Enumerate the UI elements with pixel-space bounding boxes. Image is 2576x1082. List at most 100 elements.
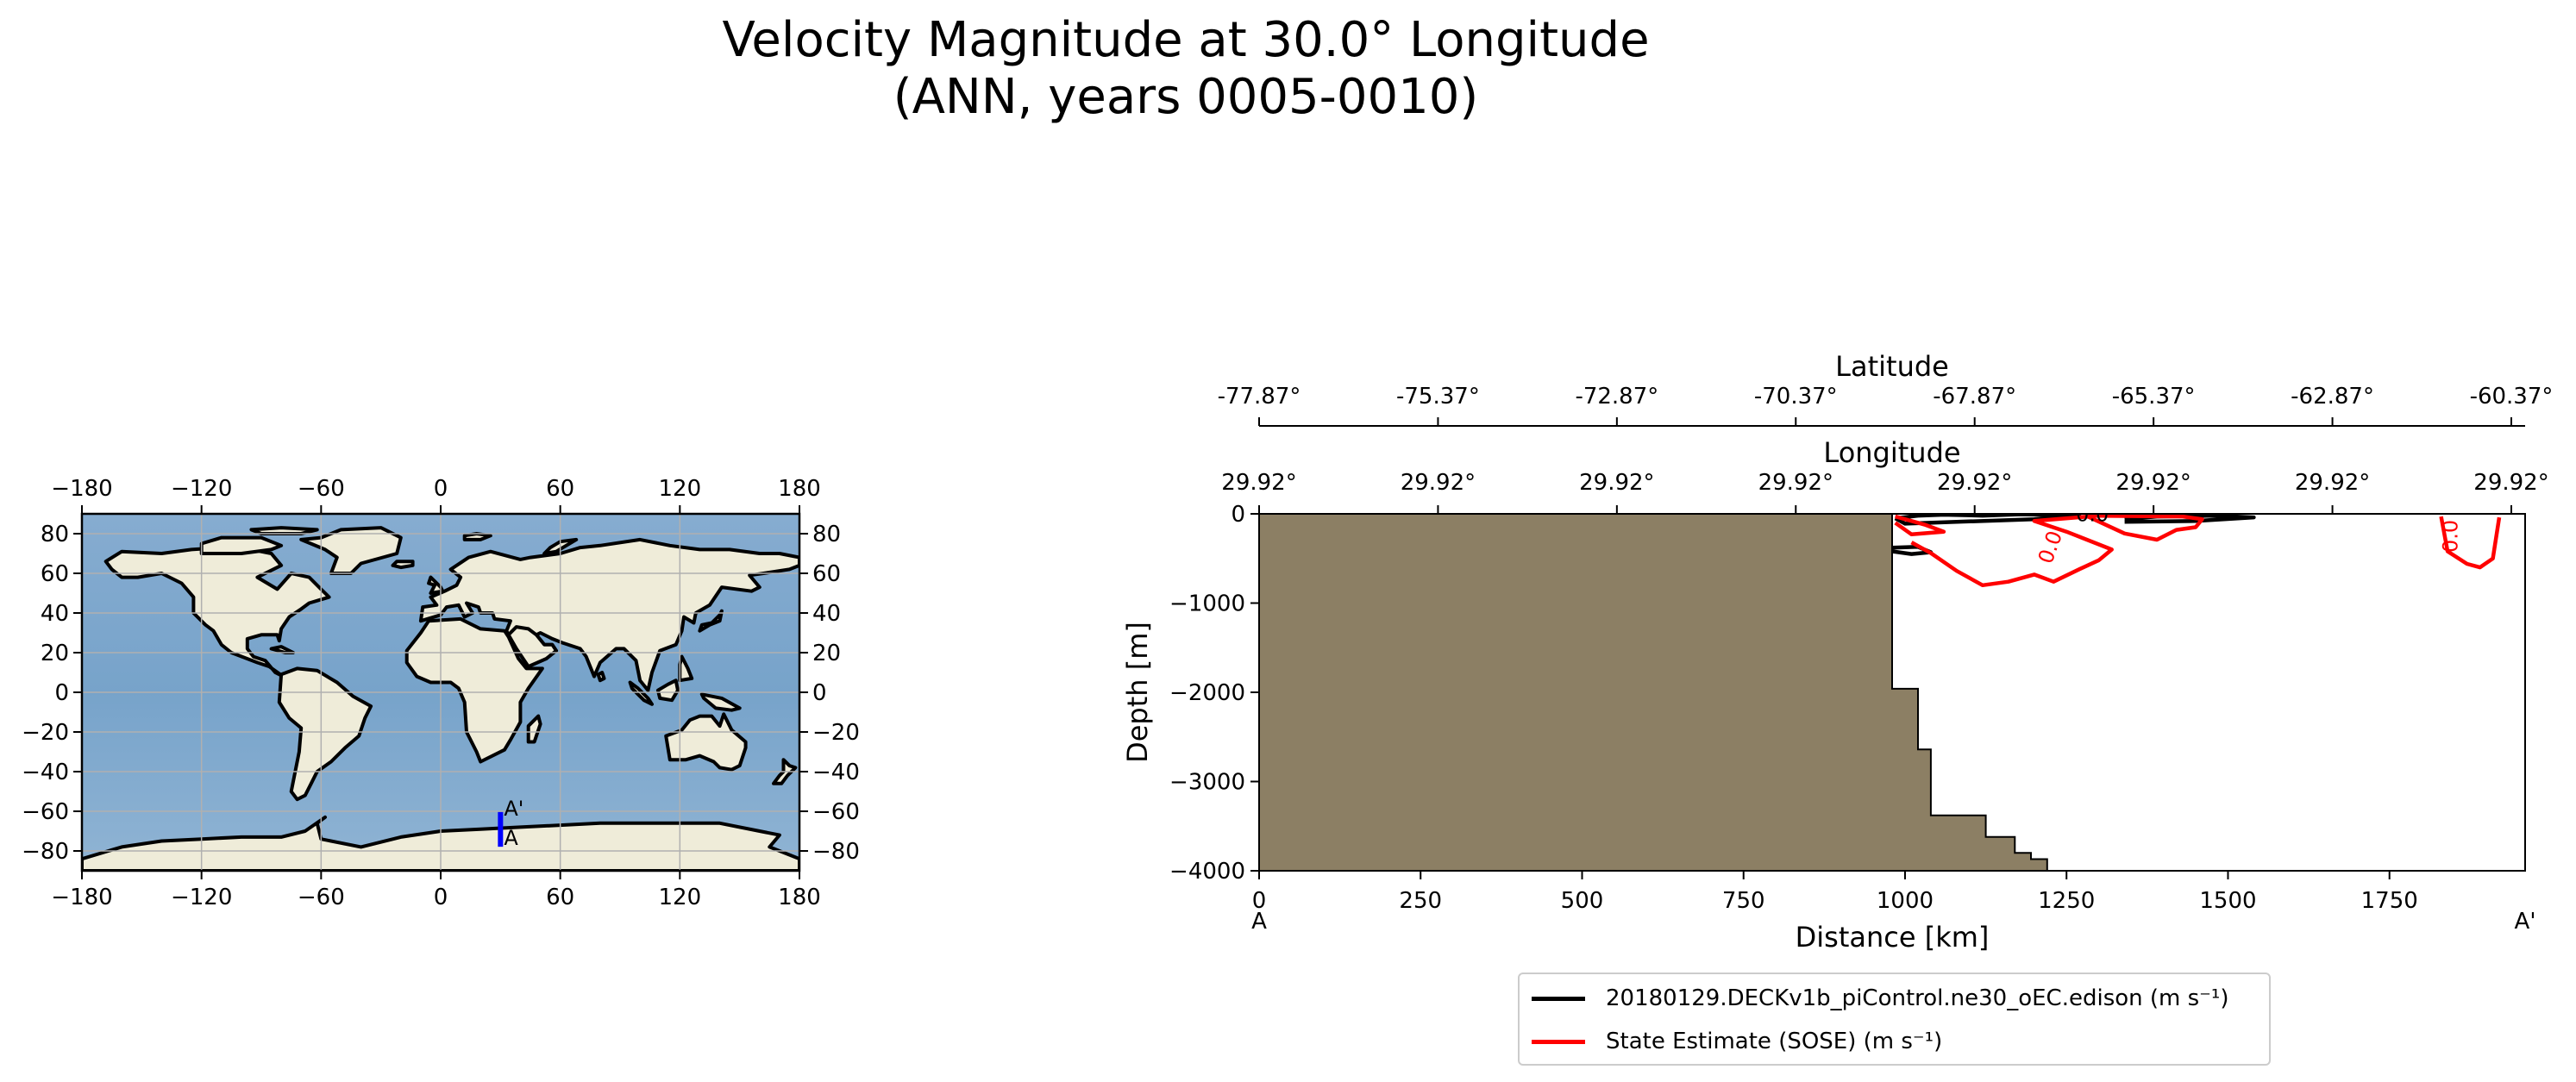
landmass-new-guinea <box>699 692 742 712</box>
y-tick-label: −2000 <box>1169 680 1245 706</box>
latitude-tick-label: -70.37° <box>1754 384 1838 410</box>
x-tick-label: 500 <box>1561 888 1604 914</box>
longitude-tick-label: 29.92° <box>1221 470 1296 496</box>
section-ticks: 0 250 500 750 1000 1250 1500 1750 0 −1000 −2000 −30… <box>1169 502 2418 914</box>
x-tick-label: 1500 <box>2199 888 2256 914</box>
y-axis-label: Depth [m] <box>1121 622 1154 763</box>
landmass-iceland <box>391 560 415 570</box>
contour-series-1-2 <box>2084 514 2204 542</box>
x-tick-label: 0 <box>1252 888 1267 914</box>
contour-label-sose-east: 0.0 <box>2438 520 2462 553</box>
figure-title: Velocity Magnitude at 30.0° Longitude (A… <box>0 12 2372 126</box>
map-tick-label-bottom: 120 <box>659 885 702 910</box>
map-tick-label-left: −60 <box>22 799 69 825</box>
contour-series-1-0 <box>1894 514 1946 537</box>
contour-series-0-0 <box>1894 514 2082 526</box>
x-axis-label: Distance [km] <box>1796 921 1990 954</box>
map-tick-label-bottom: −60 <box>298 885 345 910</box>
map-tick-label-right: −80 <box>812 839 860 865</box>
world-map-panel: A' A −180 −180 −120 −120 −60 −60 0 0 60 60 120 120 18… <box>22 476 860 910</box>
map-tick-label-left: −20 <box>22 720 69 746</box>
landmass-greenland <box>299 526 403 575</box>
latitude-tick-label: -65.37° <box>2112 384 2196 410</box>
map-tick-label-left: 80 <box>41 522 69 547</box>
x-tick-label: 1250 <box>2038 888 2095 914</box>
landmass-svalbard <box>462 532 492 541</box>
map-tick-label-top: 120 <box>659 476 702 502</box>
latitude-tick-label: -60.37° <box>2470 384 2554 410</box>
landmass-north-america <box>103 546 331 679</box>
legend-label-sose: State Estimate (SOSE) (m s⁻¹) <box>1606 1029 1943 1054</box>
map-tick-label-bottom: −120 <box>171 885 232 910</box>
map-tick-label-bottom: −180 <box>51 885 112 910</box>
map-tick-label-top: −180 <box>51 476 112 502</box>
latitude-tick-label: -62.87° <box>2291 384 2374 410</box>
y-tick-label: 0 <box>1231 502 1245 528</box>
landmass-uk <box>427 575 445 595</box>
legend-swatch-model <box>1532 996 1585 1001</box>
map-ticks: −180 −180 −120 −120 −60 −60 0 0 60 60 120 120 180 180… <box>22 476 860 910</box>
section-panel: 0.00.0 0.0 0 250 500 750 1000 1250 1500 17500−10… <box>1121 350 2553 954</box>
transect-label-start: A <box>504 826 518 850</box>
map-tick-label-bottom: 60 <box>546 885 574 910</box>
landmass-sri-lanka <box>596 671 606 683</box>
figure-title-line-2: (ANN, years 0005-0010) <box>893 69 1479 125</box>
legend-swatch-sose <box>1532 1039 1585 1044</box>
map-tick-label-right: 40 <box>812 601 841 627</box>
longitude-tick-label: 29.92° <box>1401 470 1476 496</box>
bathymetry-fill <box>1259 514 2048 871</box>
map-tick-label-left: 40 <box>41 601 69 627</box>
longitude-tick-label: 29.92° <box>1758 470 1833 496</box>
longitude-axis-label: Longitude <box>1823 436 1960 469</box>
landmass-ellesmere <box>249 526 319 535</box>
map-tick-label-top: −60 <box>298 476 345 502</box>
map-tick-label-top: −120 <box>171 476 232 502</box>
latitude-tick-label: -77.87° <box>1218 384 1301 410</box>
x-tick-label: 1000 <box>1877 888 1934 914</box>
legend-item-model: 20180129.DECKv1b_piControl.ne30_oEC.edis… <box>1532 979 2228 1017</box>
contour-series-1-3 <box>2439 516 2502 570</box>
map-tick-label-top: 180 <box>778 476 821 502</box>
contour-series-1-1 <box>1910 514 2151 588</box>
landmass-sumatra <box>628 680 654 706</box>
map-tick-label-top: 0 <box>434 476 448 502</box>
landmass-europe-asia <box>418 537 799 692</box>
velocity-contours: 0.00.0 0.0 <box>1891 502 2502 588</box>
map-landmasses <box>82 526 799 871</box>
x-tick-label: 250 <box>1399 888 1442 914</box>
y-tick-label: −1000 <box>1169 591 1245 617</box>
top-axes-ticks: 29.92° -77.87° 29.92° -75.37° 29.92° -72.87° 2… <box>1218 384 2554 514</box>
y-tick-label: −3000 <box>1169 770 1245 796</box>
map-tick-label-left: 60 <box>41 561 69 587</box>
map-tick-label-right: 20 <box>812 641 841 666</box>
map-gridlines <box>82 514 799 871</box>
map-tick-label-right: −60 <box>812 799 860 825</box>
latitude-tick-label: -75.37° <box>1396 384 1480 410</box>
x-tick-label: 1750 <box>2361 888 2418 914</box>
map-transect-line: A' A <box>498 797 523 850</box>
end-label-end: A' <box>2515 909 2536 935</box>
map-tick-label-right: 0 <box>812 680 827 706</box>
longitude-tick-label: 29.92° <box>1937 470 2012 496</box>
longitude-tick-label: 29.92° <box>2295 470 2370 496</box>
y-tick-label: −4000 <box>1169 859 1245 885</box>
latitude-tick-label: -72.87° <box>1575 384 1658 410</box>
map-tick-label-right: 80 <box>812 522 841 547</box>
map-tick-label-left: −40 <box>22 760 69 785</box>
latitude-tick-label: -67.87° <box>1933 384 2016 410</box>
map-tick-label-top: 60 <box>546 476 574 502</box>
map-tick-label-bottom: 180 <box>778 885 821 910</box>
map-tick-label-right: −20 <box>812 720 860 746</box>
legend: 20180129.DECKv1b_piControl.ne30_oEC.edis… <box>1518 973 2271 1066</box>
map-tick-label-right: 60 <box>812 561 841 587</box>
landmass-indonesia-borneo <box>655 679 680 703</box>
landmass-canadian-arctic <box>199 535 284 555</box>
landmass-arabia-fill <box>506 625 558 669</box>
figure-title-line-1: Velocity Magnitude at 30.0° Longitude <box>722 12 1650 68</box>
end-label-start: A <box>1251 909 1267 935</box>
latitude-axis-label: Latitude <box>1835 350 1949 383</box>
landmass-madagascar <box>526 714 542 744</box>
contour-label-model: 0.0 <box>2076 502 2109 526</box>
map-tick-label-right: −40 <box>812 760 860 785</box>
